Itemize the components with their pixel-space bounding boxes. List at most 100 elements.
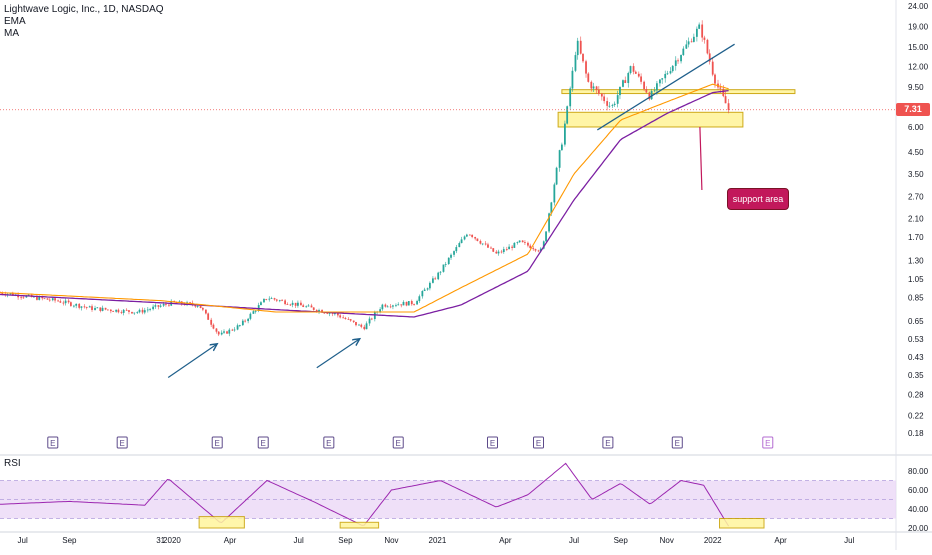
candle-body	[560, 144, 563, 151]
candle-body	[611, 104, 614, 106]
earnings-marker	[486, 436, 498, 449]
candle-body	[685, 44, 688, 49]
time-tick-label: 2022	[704, 536, 722, 545]
candle-body	[154, 305, 157, 307]
candle-body	[637, 73, 640, 77]
candle-body	[284, 300, 286, 305]
candle-body	[400, 304, 403, 306]
candle-body	[582, 53, 584, 62]
candle-body	[653, 90, 656, 92]
candle-body	[152, 306, 155, 310]
candle-body	[595, 86, 598, 90]
candle-body	[131, 311, 133, 314]
candle-body	[645, 89, 648, 93]
candle-body	[632, 66, 635, 72]
symbol-title[interactable]: Lightwave Logic, Inc., 1D, NASDAQ	[4, 4, 164, 15]
ema-legend-label[interactable]: EMA	[4, 16, 26, 27]
candle-body	[228, 329, 231, 334]
candle-body	[220, 332, 223, 335]
candle-body	[25, 295, 28, 298]
candle-body	[117, 309, 120, 313]
candle-body	[233, 329, 236, 331]
candle-body	[57, 300, 59, 302]
candle-body	[363, 326, 366, 330]
candle-body	[460, 239, 463, 244]
candle-body	[254, 310, 257, 312]
candle-body	[640, 76, 642, 82]
rsi-oversold-mark	[198, 516, 245, 529]
candle-body	[566, 106, 569, 124]
candle-body	[99, 307, 102, 311]
earnings-marker	[211, 436, 223, 449]
candle-body	[698, 24, 701, 29]
candle-body	[101, 307, 104, 311]
candle-body	[442, 264, 445, 272]
candle-body	[328, 313, 331, 314]
candle-body	[88, 306, 91, 308]
ma-legend-label[interactable]: MA	[4, 28, 19, 39]
candle-body	[20, 297, 23, 299]
candle-body	[392, 305, 394, 307]
candle-body	[115, 309, 118, 312]
candle-body	[210, 319, 213, 325]
time-tick-label: Nov	[660, 536, 674, 545]
candle-body	[268, 298, 271, 300]
candle-body	[381, 304, 384, 310]
candle-body	[278, 300, 281, 302]
candle-body	[492, 248, 495, 252]
candle-body	[413, 304, 415, 305]
candle-body	[318, 309, 320, 312]
earnings-marker	[762, 436, 774, 449]
candle-body	[410, 301, 413, 305]
candle-body	[447, 257, 450, 265]
candle-body	[613, 103, 616, 105]
candle-body	[38, 296, 41, 300]
candle-body	[104, 307, 107, 310]
candle-body	[468, 234, 471, 236]
time-tick-label: Sep	[614, 536, 629, 545]
candle-body	[339, 315, 342, 318]
candle-body	[146, 309, 149, 311]
candle-body	[215, 328, 218, 332]
rsi-legend-label[interactable]: RSI	[4, 458, 21, 469]
candle-body	[241, 320, 244, 326]
price-tick-label: 0.35	[908, 371, 924, 380]
candle-body	[347, 318, 350, 320]
candle-body	[587, 73, 590, 82]
candle-body	[516, 242, 519, 244]
last-price-tag: 7.31	[896, 103, 930, 117]
candle-body	[402, 301, 405, 306]
candle-body	[695, 28, 698, 37]
earnings-marker	[116, 436, 128, 449]
candle-body	[465, 234, 468, 237]
time-tick-label: Jul	[294, 536, 304, 545]
candle-body	[344, 318, 347, 319]
earnings-marker	[533, 436, 545, 449]
candle-body	[426, 288, 429, 290]
candle-body	[616, 95, 619, 104]
candle-body	[365, 323, 368, 330]
candle-body	[476, 238, 479, 241]
price-tick-label: 0.28	[908, 390, 924, 399]
candle-body	[487, 244, 489, 248]
candle-body	[141, 309, 144, 313]
candle-body	[724, 96, 727, 104]
time-tick-label: 31	[156, 536, 165, 545]
price-tick-label: 19.00	[908, 22, 929, 31]
candle-body	[537, 250, 540, 252]
candle-body	[54, 298, 56, 301]
candle-body	[106, 309, 109, 311]
candle-body	[481, 243, 484, 245]
annotation-arrow	[316, 339, 360, 369]
candle-body	[384, 304, 387, 307]
candle-body	[674, 60, 677, 66]
earnings-marker-label: E	[675, 439, 680, 448]
candle-body	[62, 302, 65, 304]
candle-body	[500, 251, 503, 253]
candle-body	[690, 41, 693, 43]
rsi-tick-label: 60.00	[908, 486, 929, 495]
candle-body	[722, 88, 725, 97]
candle-body	[9, 293, 12, 295]
earnings-marker	[671, 436, 683, 449]
